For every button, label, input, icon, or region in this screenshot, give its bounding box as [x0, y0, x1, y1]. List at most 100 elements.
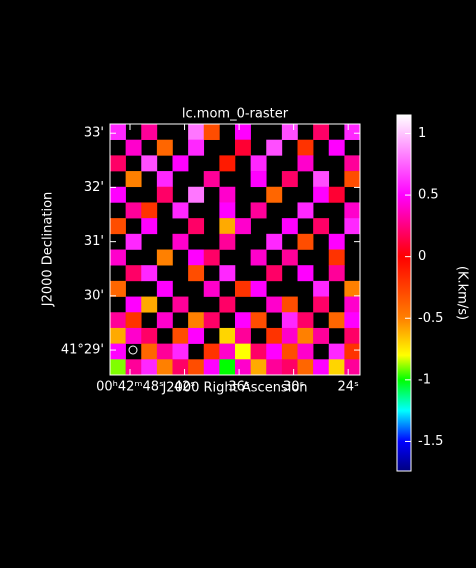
cell: [281, 312, 298, 329]
cell: [219, 327, 236, 344]
cell: [250, 359, 267, 376]
y-tick-label: 32': [84, 180, 104, 195]
cell: [219, 186, 236, 203]
cell: [172, 327, 189, 344]
cell: [313, 359, 330, 376]
cell: [172, 359, 189, 376]
cell: [110, 249, 126, 266]
cell: [110, 312, 126, 329]
cell: [125, 296, 142, 313]
cell: [250, 312, 267, 329]
cell: [203, 171, 220, 188]
cell: [156, 343, 173, 360]
cell: [156, 280, 173, 297]
cell: [203, 124, 220, 140]
cell: [250, 171, 267, 188]
cell: [328, 186, 345, 203]
x-axis-label: J2000 Right Ascension: [161, 381, 307, 396]
cell: [188, 186, 205, 203]
cell: [110, 218, 126, 235]
cell: [141, 155, 158, 172]
cell: [141, 202, 158, 219]
cell: [344, 202, 361, 219]
cell: [328, 233, 345, 250]
cell: [344, 343, 361, 360]
cell: [188, 249, 205, 266]
cell: [235, 327, 251, 344]
cell: [297, 327, 314, 344]
cell: [219, 359, 236, 376]
colorbar-label: (K.km/s): [455, 266, 470, 320]
x-tick-label: 00ʰ42ᵐ48ˢ: [96, 380, 164, 395]
cell: [281, 171, 298, 188]
y-axis-label: J2000 Declination: [41, 192, 56, 308]
cell: [172, 155, 189, 172]
cell: [235, 124, 251, 140]
cell: [235, 218, 251, 235]
cell: [125, 202, 142, 219]
cell: [281, 359, 298, 376]
cell: [110, 124, 126, 140]
cell: [203, 249, 220, 266]
cell: [266, 186, 283, 203]
cell: [313, 327, 330, 344]
cell: [188, 359, 205, 376]
cell: [235, 359, 251, 376]
cell: [344, 312, 361, 329]
x-tick-label: 24ˢ: [337, 380, 359, 395]
y-tick-label: 33': [84, 126, 104, 141]
cell: [328, 343, 345, 360]
cell: [172, 233, 189, 250]
cell: [281, 343, 298, 360]
cell: [110, 155, 126, 172]
cell: [266, 359, 283, 376]
cell: [266, 296, 283, 313]
y-tick-label: 30': [84, 288, 104, 303]
cell: [313, 186, 330, 203]
cell: [156, 359, 173, 376]
cell: [125, 171, 142, 188]
cell: [219, 343, 236, 360]
cell: [297, 139, 314, 156]
cell: [344, 280, 361, 297]
cell: [188, 139, 205, 156]
beam: [128, 345, 138, 355]
colorbar-tick-label: 0: [418, 249, 426, 264]
colorbar-tick-label: 1: [418, 126, 426, 141]
colorbar-tick-label: -0.5: [418, 311, 443, 326]
cell: [328, 359, 345, 376]
cell: [188, 327, 205, 344]
cell: [266, 327, 283, 344]
cell: [344, 218, 361, 235]
cell: [266, 139, 283, 156]
cell: [297, 359, 314, 376]
cell: [219, 265, 236, 282]
cell: [188, 124, 205, 140]
cell: [313, 218, 330, 235]
cell: [219, 233, 236, 250]
cell: [156, 312, 173, 329]
cell: [125, 233, 142, 250]
cell: [266, 233, 283, 250]
cell: [344, 171, 361, 188]
cell: [250, 202, 267, 219]
cell: [297, 233, 314, 250]
cell: [281, 218, 298, 235]
cell: [344, 359, 361, 376]
cell: [219, 155, 236, 172]
cell: [297, 343, 314, 360]
cell: [141, 343, 158, 360]
cell: [328, 312, 345, 329]
cell: [125, 139, 142, 156]
cell: [266, 343, 283, 360]
x-tick-label: 30ˢ: [283, 380, 305, 395]
cell: [125, 312, 142, 329]
cell: [235, 343, 251, 360]
cell: [313, 296, 330, 313]
cell: [188, 265, 205, 282]
cell: [281, 124, 298, 140]
cell: [125, 359, 142, 376]
cell: [281, 296, 298, 313]
colorbar-tick-label: 0.5: [418, 188, 439, 203]
